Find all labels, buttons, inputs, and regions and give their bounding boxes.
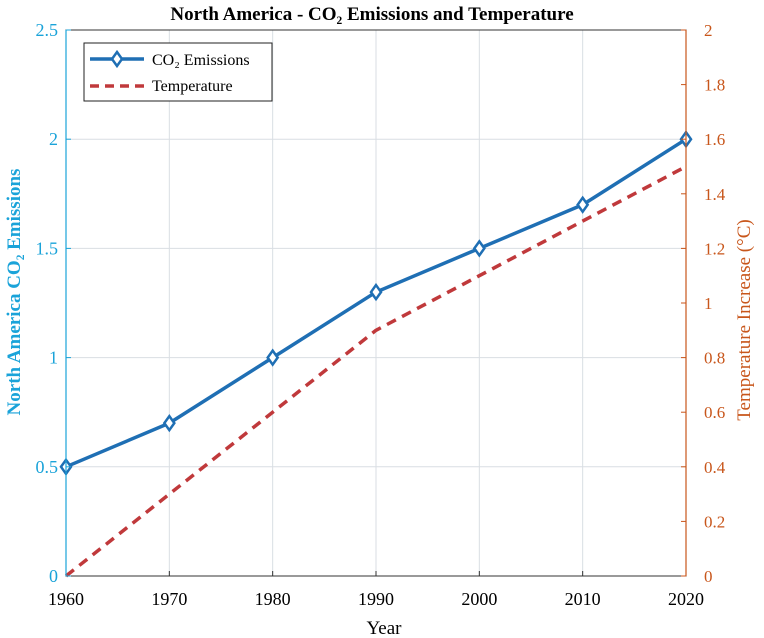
- x-tick-label: 1980: [255, 589, 291, 609]
- y-left-tick-label: 0.5: [36, 457, 59, 477]
- co2-data-point: [266, 348, 280, 367]
- y-axis-left-label: North America CO₂ Emissions: [4, 169, 25, 416]
- y-right-tick-label: 1.2: [704, 239, 725, 258]
- y-right-tick-label: 0.8: [704, 349, 725, 368]
- co2-data-point: [369, 282, 383, 302]
- y-left-tick-label: 1.5: [36, 238, 59, 258]
- y-axis-right-label: Temperature Increase (°C): [734, 219, 755, 420]
- y-right-tick-label: 1.6: [704, 130, 725, 149]
- grid-lines: [65, 29, 687, 577]
- y-right-tick-label: 1.8: [704, 76, 725, 95]
- co2-data-point: [576, 195, 590, 214]
- y-right-tick-label: 1.4: [704, 185, 726, 204]
- x-tick-label: 1960: [48, 589, 84, 609]
- co2-data-point: [162, 413, 176, 433]
- x-axis-label: Year: [366, 618, 402, 638]
- series-line-temperature: [64, 164, 687, 578]
- y-right-tick-label: 0: [704, 567, 713, 586]
- chart-title: North America - CO₂ Emissions and Temper…: [170, 4, 573, 25]
- y-right-tick-label: 2: [704, 21, 713, 40]
- y-right-tick-label: 0.4: [704, 458, 726, 477]
- x-tick-label: 1970: [151, 589, 187, 609]
- co2-data-point: [472, 239, 486, 258]
- axes-layer: 1960 1970 1980 1990 2000 2010 202000.511.522.5…: [36, 20, 726, 609]
- x-tick-label: 2010: [565, 589, 601, 609]
- x-tick-label: 1990: [358, 589, 394, 609]
- y-left-tick-label: 2.5: [36, 20, 59, 40]
- legend: CO₂ Emissions Temperature: [83, 42, 273, 102]
- y-left-tick-label: 2: [49, 129, 58, 149]
- legend-temperature-label: Temperature: [152, 78, 233, 95]
- x-tick-label: 2020: [668, 589, 704, 609]
- y-left-tick-label: 0: [49, 566, 58, 586]
- x-tick-label: 2000: [461, 589, 497, 609]
- y-right-tick-label: 0.6: [704, 403, 725, 422]
- legend-co2-label: CO₂ Emissions: [152, 52, 250, 69]
- y-right-tick-label: 1: [704, 294, 713, 313]
- y-left-tick-label: 1: [49, 348, 58, 368]
- y-right-tick-label: 0.2: [704, 512, 725, 531]
- legend-co2-marker: [110, 49, 124, 69]
